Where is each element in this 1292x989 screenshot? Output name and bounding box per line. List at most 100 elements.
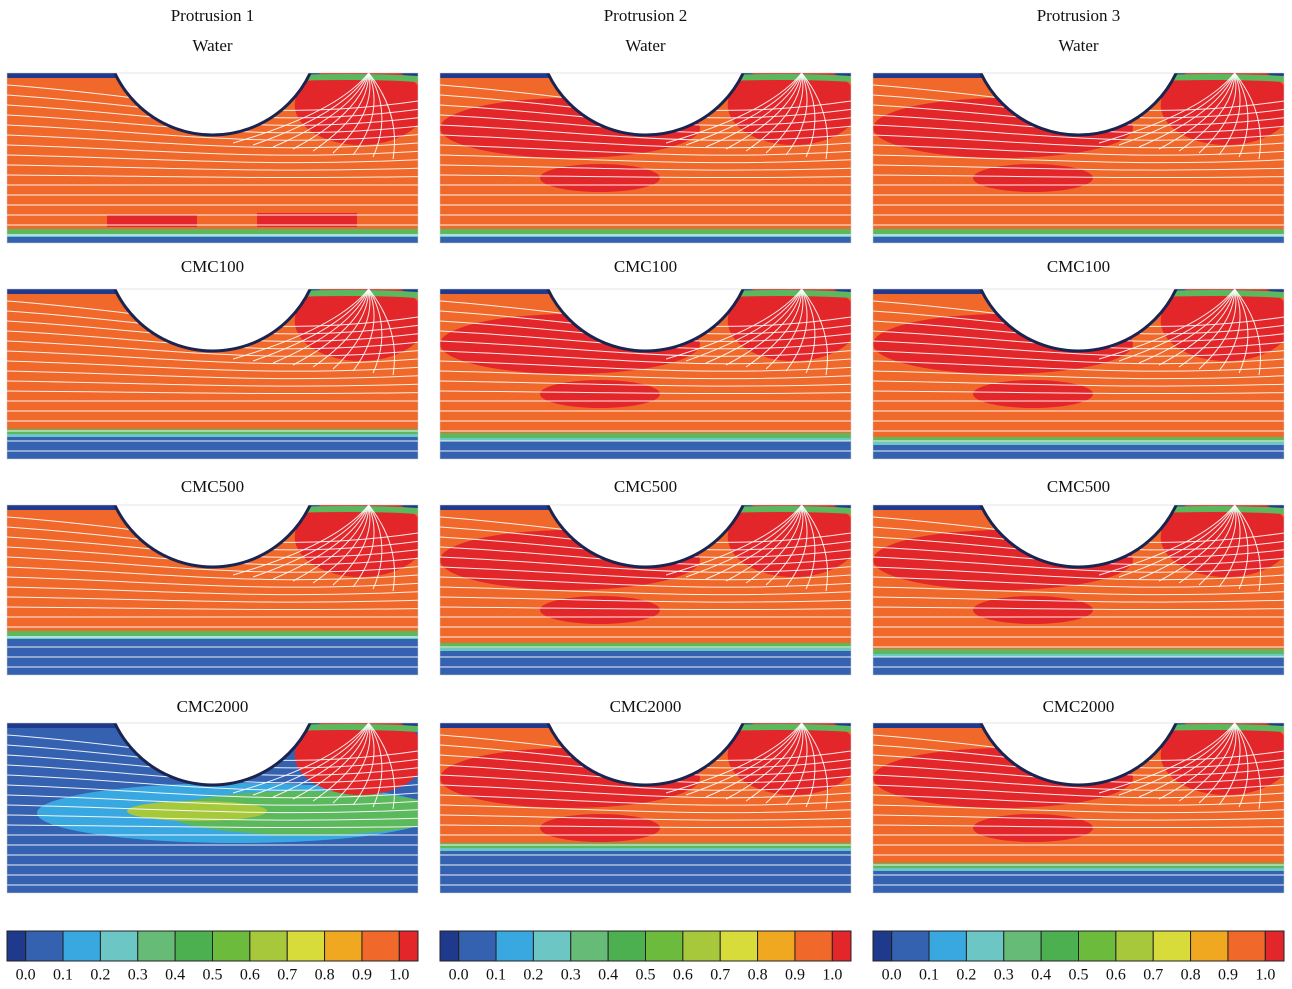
streamline bbox=[368, 73, 383, 158]
streamline bbox=[292, 289, 370, 366]
streamline bbox=[705, 505, 803, 580]
colorbar-label: 1.0 bbox=[822, 967, 842, 984]
streamline bbox=[873, 804, 1284, 814]
streamline bbox=[440, 134, 851, 149]
streamline bbox=[665, 73, 803, 144]
band bbox=[440, 851, 851, 893]
streamline bbox=[873, 794, 1284, 806]
colorbar-label: 0.1 bbox=[486, 967, 506, 984]
band bbox=[7, 437, 418, 459]
streamline bbox=[252, 723, 370, 796]
streamline bbox=[7, 380, 418, 387]
colorbar-label: 0.3 bbox=[994, 967, 1014, 984]
protrusion bbox=[546, 289, 745, 353]
streamline bbox=[7, 824, 418, 829]
streamline bbox=[7, 350, 418, 365]
colorbar-cell bbox=[6, 930, 27, 962]
colorbar-cell bbox=[794, 930, 833, 962]
streamline bbox=[801, 73, 829, 160]
colorbar-cell bbox=[891, 930, 930, 962]
streamline bbox=[1178, 723, 1236, 802]
streamline bbox=[1198, 73, 1237, 154]
colorbar-cell bbox=[1078, 930, 1117, 962]
band bbox=[440, 433, 851, 441]
streamline bbox=[440, 370, 851, 380]
streamline bbox=[440, 164, 851, 171]
streamline bbox=[352, 289, 375, 372]
protrusion bbox=[979, 505, 1178, 569]
streamline bbox=[785, 723, 808, 806]
streamline bbox=[1138, 723, 1236, 798]
colorbar-label: 0.8 bbox=[748, 967, 768, 984]
protrusion bbox=[113, 289, 312, 353]
colorbar-cell bbox=[682, 930, 721, 962]
colorbar-label: 0.4 bbox=[598, 967, 618, 984]
panel-frame bbox=[6, 72, 419, 244]
streamline bbox=[873, 814, 1284, 821]
contour-panel bbox=[873, 723, 1284, 893]
streamline bbox=[232, 289, 370, 360]
streamline bbox=[1218, 289, 1241, 372]
colorbar-label: 0.3 bbox=[128, 967, 148, 984]
streamline bbox=[665, 723, 803, 794]
contour-panel bbox=[440, 289, 851, 459]
streamline bbox=[873, 144, 1284, 156]
streamline bbox=[7, 174, 418, 179]
streamline bbox=[440, 596, 851, 603]
colorbar-cell bbox=[1152, 930, 1192, 962]
streamline bbox=[873, 576, 1284, 588]
colorbar-cell bbox=[1040, 930, 1079, 962]
band bbox=[7, 429, 418, 437]
colorbar-label: 1.0 bbox=[389, 967, 409, 984]
contour-panel bbox=[440, 73, 851, 243]
colorbar-label: 0.6 bbox=[673, 967, 693, 984]
streamline bbox=[873, 154, 1284, 164]
colorbar-label: 0.8 bbox=[1181, 967, 1201, 984]
colorbar-cell bbox=[1190, 930, 1229, 962]
region bbox=[727, 289, 851, 361]
colorbar-label: 0.3 bbox=[561, 967, 581, 984]
colorbar-label: 0.9 bbox=[785, 967, 805, 984]
streamline bbox=[705, 723, 803, 798]
streamline bbox=[1218, 505, 1241, 588]
panel-label: CMC500 bbox=[614, 477, 677, 496]
streamline bbox=[332, 289, 371, 370]
streamline bbox=[1158, 73, 1236, 150]
streamline bbox=[368, 505, 383, 590]
panel-label: CMC500 bbox=[1047, 477, 1110, 496]
band bbox=[873, 871, 1284, 893]
streamline bbox=[1218, 723, 1241, 806]
region bbox=[294, 73, 418, 145]
streamline bbox=[292, 505, 370, 582]
colorbar-label: 0.5 bbox=[203, 967, 223, 984]
streamline bbox=[1158, 723, 1236, 800]
colorbar-cell bbox=[324, 930, 363, 962]
protrusion bbox=[979, 73, 1178, 137]
streamline bbox=[7, 774, 418, 791]
band bbox=[873, 442, 1284, 445]
streamline bbox=[873, 340, 1284, 357]
streamline bbox=[1178, 289, 1236, 368]
streamline bbox=[1098, 289, 1236, 360]
streamline bbox=[1118, 289, 1236, 362]
band bbox=[7, 434, 418, 437]
contour-panel bbox=[873, 505, 1284, 675]
streamline bbox=[7, 556, 418, 573]
streamline bbox=[232, 723, 370, 794]
panel-label: CMC100 bbox=[1047, 257, 1110, 276]
streamline bbox=[7, 794, 418, 806]
band bbox=[873, 863, 1284, 871]
streamline bbox=[440, 586, 851, 596]
streamline bbox=[332, 723, 371, 804]
panel-frame bbox=[872, 288, 1285, 460]
region bbox=[107, 215, 197, 227]
streamline bbox=[785, 73, 808, 156]
streamline bbox=[440, 804, 851, 814]
colorbar-cell bbox=[137, 930, 176, 962]
region bbox=[727, 723, 851, 795]
streamline bbox=[1234, 505, 1249, 590]
protrusion bbox=[113, 723, 312, 787]
streamline bbox=[7, 164, 418, 171]
contour-panel bbox=[440, 505, 851, 675]
streamline bbox=[7, 134, 418, 149]
